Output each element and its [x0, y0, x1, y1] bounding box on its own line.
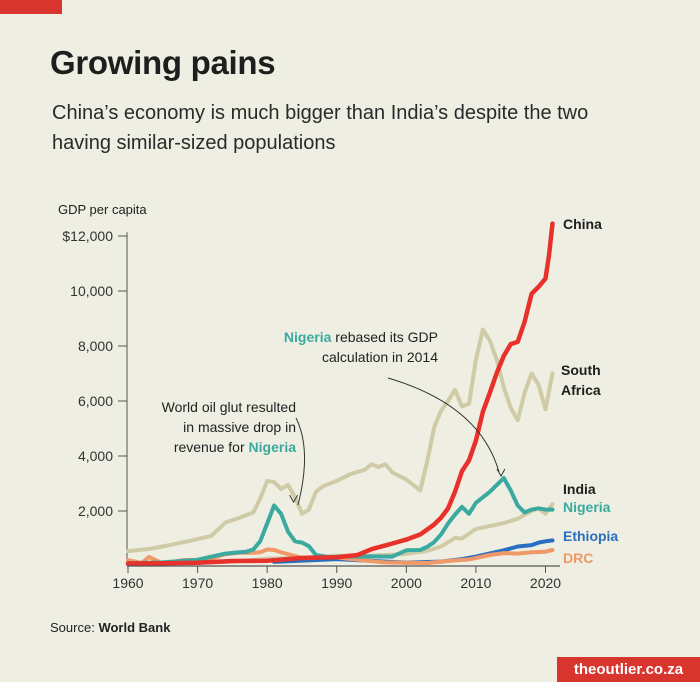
x-tick-label-2010: 2010: [460, 575, 491, 591]
gdp-per-capita-line-chart: GDP per capita 2,000 4,000 6,000 8,000 10,000…: [58, 202, 618, 591]
line-end-label-india: India: [563, 481, 596, 497]
x-tick-label-2020: 2020: [530, 575, 561, 591]
x-tick-label-2000: 2000: [391, 575, 422, 591]
annotation-1-arrow: [387, 377, 500, 473]
chart-subtitle: China’s economy is much bigger than Indi…: [52, 102, 589, 154]
annotation-1-line-1: calculation in 2014: [322, 349, 438, 365]
line-end-label-south-africa: South Africa: [561, 362, 601, 398]
annotation-0-line-0: World oil glut resulted: [162, 399, 296, 415]
y-tick-label-2000: 2,000: [78, 503, 113, 519]
x-tick-label-1990: 1990: [321, 575, 352, 591]
annotation-0-line-1: in massive drop in: [183, 419, 296, 435]
x-tick-label-1980: 1980: [252, 575, 283, 591]
chart-title: Growing pains: [50, 44, 276, 81]
series-line-china: [125, 221, 555, 566]
brand-badge: theoutlier.co.za: [557, 657, 700, 682]
annotation-1-line-0: Nigeria rebased its GDP: [284, 329, 438, 345]
line-end-label-part: South: [561, 362, 601, 378]
annotation-0-arrow: [295, 417, 305, 506]
source-label: Source:: [50, 620, 95, 635]
x-tick-label-1960: 1960: [112, 575, 143, 591]
y-tick-label-12000: $12,000: [62, 228, 113, 244]
y-tick-label-10000: 10,000: [70, 283, 113, 299]
accent-bar: [0, 0, 62, 14]
y-axis-label: GDP per capita: [58, 202, 147, 217]
y-tick-label-6000: 6,000: [78, 393, 113, 409]
y-tick-label-8000: 8,000: [78, 338, 113, 354]
annotation-text: rebased its GDP: [331, 329, 438, 345]
annotation-0-line-2: revenue for Nigeria: [174, 439, 296, 455]
annotation-0-arrowhead: [289, 494, 299, 504]
line-end-label-ethiopia: Ethiopia: [563, 528, 618, 544]
series-line-nigeria: [126, 476, 555, 566]
y-tick-label-4000: 4,000: [78, 448, 113, 464]
line-end-label-nigeria: Nigeria: [563, 499, 611, 515]
line-end-label-china: China: [563, 216, 602, 232]
line-end-label-drc: DRC: [563, 550, 593, 566]
annotation-text: revenue for: [174, 439, 249, 455]
line-end-label-part: Africa: [561, 382, 601, 398]
annotation-highlight: Nigeria: [249, 439, 297, 455]
x-tick-label-1970: 1970: [182, 575, 213, 591]
source-note: Source: World Bank: [50, 620, 170, 635]
annotation-highlight: Nigeria: [284, 329, 332, 345]
source-name: World Bank: [98, 620, 171, 635]
annotation-1-arrowhead: [496, 468, 506, 478]
